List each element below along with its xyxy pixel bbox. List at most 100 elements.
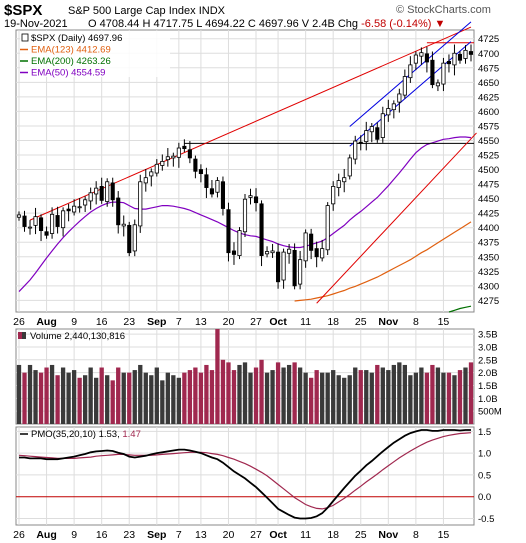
volume-bar	[457, 370, 463, 424]
volume-bar	[430, 364, 435, 424]
price-x-tick-label: 7	[176, 316, 182, 328]
candle-body	[259, 203, 264, 257]
price-x-tick-label: 9	[71, 316, 77, 328]
candle-body	[33, 216, 38, 226]
candle-body	[397, 93, 402, 103]
volume-bar	[419, 367, 424, 424]
high-label: H	[142, 18, 151, 30]
price-y-tick-label: 4500	[478, 165, 499, 176]
volume-bar	[105, 375, 110, 424]
candle-body	[264, 251, 270, 255]
volume-bar	[325, 372, 330, 424]
volume-bar	[253, 367, 259, 424]
candle-body	[38, 217, 44, 231]
candle-body	[72, 205, 77, 213]
stockcharts-watermark[interactable]: © StockCharts.com	[396, 4, 491, 16]
volume-bar	[297, 367, 303, 424]
candle-body	[336, 180, 341, 188]
pmo-line	[19, 429, 471, 520]
volume-bar	[198, 372, 204, 424]
candle-body	[160, 161, 165, 166]
candle-body	[424, 53, 429, 63]
candle-body	[430, 59, 435, 86]
volume-bar	[66, 372, 71, 424]
candle-body	[380, 113, 385, 138]
candle-body	[435, 82, 440, 87]
candle-body	[292, 249, 297, 287]
volume-bar	[364, 370, 369, 424]
candle-body	[331, 186, 336, 205]
price-y-tick-label: 4450	[478, 194, 499, 205]
pmo-x-tick-label: Oct	[269, 529, 287, 541]
candle-body	[61, 210, 66, 229]
volume-bar	[413, 372, 419, 424]
pmo-legend-main: PMO(35,20,10) 1.53,	[31, 429, 122, 440]
candle-body	[231, 250, 237, 255]
candle-body	[204, 174, 209, 188]
candle-body	[369, 126, 374, 133]
candle-body	[55, 215, 60, 227]
volume-bar	[320, 372, 325, 424]
volume-bar	[441, 372, 446, 424]
volume-bar	[331, 370, 336, 424]
candle-body	[116, 197, 121, 226]
change-value: -6.58 (-0.14%)	[361, 18, 432, 30]
price-x-tick-label: 26	[13, 316, 25, 328]
price-y-tick-label: 4425	[478, 209, 499, 220]
volume-bar	[369, 372, 374, 424]
volume-bar	[44, 367, 49, 424]
price-x-tick-label: 16	[96, 316, 108, 328]
price-legend-box	[20, 31, 170, 77]
volume-bar	[231, 370, 237, 424]
volume-y-tick-label: 500M	[478, 407, 502, 418]
candle-body	[143, 177, 148, 184]
volume-bar	[286, 364, 292, 424]
price-legend-item: EMA(123) 4412.69	[31, 45, 111, 56]
candle-body	[446, 60, 452, 65]
price-x-tick-label: 20	[223, 316, 235, 328]
candle-body	[248, 195, 253, 198]
candle-body	[353, 140, 358, 160]
price-x-tick-label: Oct	[269, 316, 287, 328]
volume-bar	[215, 329, 220, 424]
candle-body	[391, 103, 396, 111]
index-full-name: S&P 500 Large Cap Index	[68, 5, 196, 17]
symbol-title: $SPX	[4, 2, 43, 19]
volume-bar	[292, 362, 297, 424]
candle-body	[220, 181, 226, 209]
pmo-x-tick-label: 25	[355, 529, 367, 541]
high-value: 4717.75	[153, 18, 194, 30]
candle-body	[99, 186, 104, 201]
price-x-tick-label: 13	[195, 316, 207, 328]
price-y-tick-label: 4325	[478, 267, 499, 278]
volume-bar	[22, 372, 27, 424]
volume-bar	[204, 364, 209, 424]
price-legend-item: EMA(50) 4554.59	[31, 68, 105, 79]
candle-body	[270, 250, 275, 254]
volume-bar	[71, 370, 77, 424]
candle-body	[463, 49, 468, 59]
volume-bar	[160, 380, 165, 424]
price-x-tick-label: 25	[355, 316, 367, 328]
volume-legend-swatch	[18, 332, 22, 339]
volume-y-tick-label: 2.0B	[478, 368, 498, 379]
candle-body	[187, 149, 192, 159]
pmo-x-tick-label: 26	[13, 529, 25, 541]
candle-body	[193, 158, 198, 172]
volume-bar	[209, 370, 215, 424]
candle-body	[110, 182, 115, 201]
volume-bar	[264, 372, 270, 424]
price-y-tick-label: 4375	[478, 238, 499, 249]
candle-body	[149, 171, 154, 177]
candle-body	[209, 188, 214, 195]
candle-body	[441, 62, 446, 85]
pmo-x-tick-label: 16	[96, 529, 108, 541]
volume-bar	[193, 367, 198, 424]
candle-body	[16, 214, 22, 218]
candle-body	[182, 145, 187, 150]
volume-bar	[77, 377, 82, 424]
pmo-x-tick-label: 23	[123, 529, 135, 541]
pmo-y-tick-label: 0.5	[478, 470, 491, 481]
volume-bar	[336, 375, 341, 424]
